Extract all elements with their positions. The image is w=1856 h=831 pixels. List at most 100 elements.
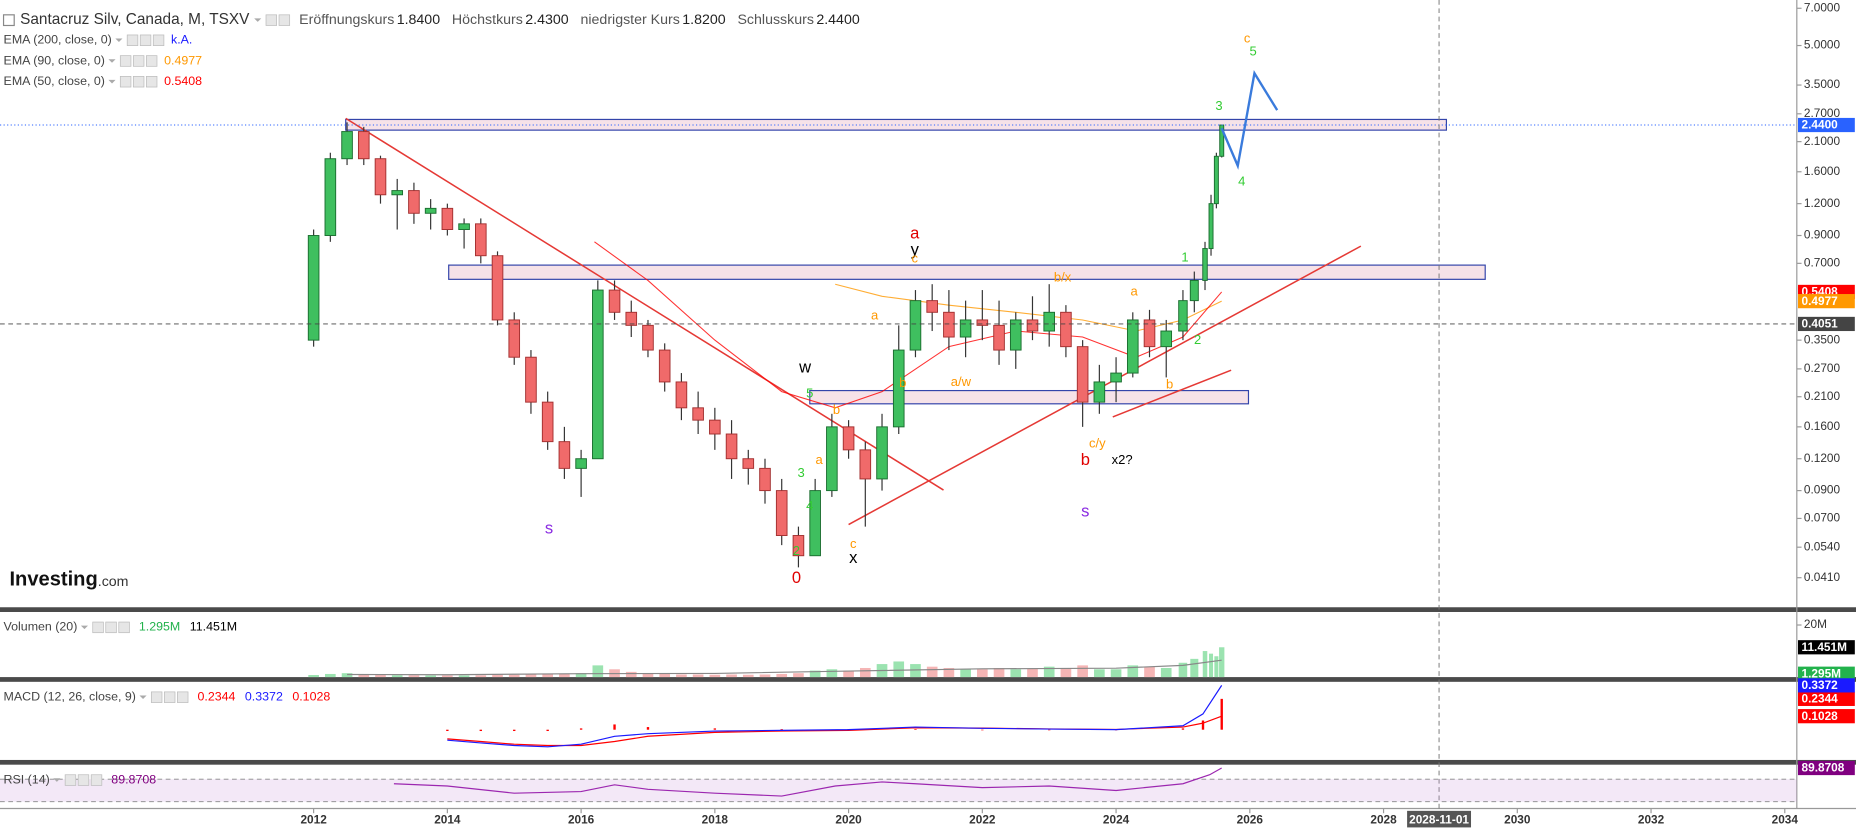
dropdown-caret: [108, 59, 116, 63]
axis-tag: [1798, 709, 1855, 724]
candle-body: [826, 426, 838, 492]
x-tick-label: 2012: [300, 812, 327, 826]
x-tick-label: 2032: [1638, 812, 1665, 826]
macd-histogram: [513, 729, 516, 732]
x-tick-label: 2030: [1504, 812, 1531, 826]
volume-bar: [1209, 653, 1214, 678]
toolbar-icon: [92, 621, 104, 634]
wave-label: c: [850, 536, 857, 551]
volume-bar: [542, 674, 553, 678]
volume-bar: [709, 674, 721, 678]
axis-tag-label: 1.295M: [1802, 666, 1842, 680]
toolbar-icon: [132, 55, 145, 67]
wave-label: a: [910, 224, 920, 243]
volume-bar: [475, 675, 487, 678]
volume-bar: [943, 667, 955, 678]
volume-bar: [325, 673, 336, 678]
y-tick-label: 7.0000: [1804, 0, 1841, 14]
volume-bar: [1094, 669, 1105, 678]
toolbar-icon: [118, 621, 130, 634]
y-tick-label: 0.0540: [1804, 539, 1841, 553]
candle-body: [959, 319, 972, 338]
header-field: Eröffnungskurs: [299, 12, 394, 28]
volume-bar: [442, 675, 453, 678]
panel-name: MACD (12, 26, close, 9): [4, 689, 136, 703]
toolbar-icon: [119, 76, 132, 88]
candle-body: [391, 190, 404, 196]
wave-label: 1: [1181, 249, 1188, 264]
dropdown-caret: [115, 38, 123, 43]
volume-bar: [793, 673, 804, 678]
price-axis: 7.0000 5.0000 3.5000 2.7000 2.1000 1.6000 1.20…: [300, 0, 1855, 828]
volume-bar: [492, 674, 503, 678]
candle-body: [1178, 300, 1188, 332]
volume-bar: [308, 675, 319, 678]
volume-bar: [893, 661, 905, 678]
indicator-name: EMA (90, close, 0): [4, 53, 105, 67]
y-tick-label: 0.1600: [1804, 419, 1841, 433]
volume-bar: [1160, 667, 1172, 678]
macd-histogram: [780, 729, 783, 730]
x-tick-label: 2022: [969, 812, 996, 826]
macd-histogram: [479, 729, 482, 732]
panel-readout: 89.8708: [111, 772, 156, 786]
toolbar-icon: [126, 34, 139, 46]
y-tick-label: 0.0900: [1804, 483, 1841, 497]
macd-histogram: [1181, 728, 1185, 730]
rsi-panel: [0, 767, 1797, 803]
candle-body: [1076, 346, 1089, 403]
y-tick-label: 0.0410: [1804, 570, 1841, 584]
toolbar-icon: [77, 774, 90, 786]
macd-line: [447, 685, 1223, 748]
volume-bar: [1010, 669, 1022, 678]
wave-label: c: [1244, 31, 1251, 46]
candle-body: [558, 441, 571, 469]
candle-body: [943, 311, 955, 338]
toolbar-icon: [105, 621, 117, 634]
indicator-value: 0.5408: [164, 74, 202, 88]
panel-readout: 0.2344: [197, 689, 235, 703]
candle-body: [1208, 203, 1214, 250]
x-tick-label: 2014: [434, 812, 461, 826]
axis-tag-label: 2.4400: [1802, 118, 1839, 132]
candle-body: [408, 190, 420, 214]
candle-body: [458, 223, 470, 230]
volume-bar: [375, 675, 386, 678]
wave-label: x: [849, 548, 858, 567]
wave-label: 4: [1238, 174, 1245, 189]
volume-bar: [659, 673, 671, 678]
volume-bar: [726, 674, 737, 678]
volume-bar: [1144, 666, 1155, 678]
axis-tag-label: 0.1028: [1802, 709, 1839, 723]
candle-body: [424, 207, 437, 214]
candle-body: [1126, 319, 1139, 374]
candle-body: [775, 490, 788, 536]
y-tick-label: 0.2100: [1804, 389, 1841, 403]
candle-body: [575, 458, 587, 469]
candle-body: [1060, 311, 1072, 348]
dropdown-caret: [254, 18, 262, 22]
volume-ma: [347, 659, 1222, 676]
wave-label: c/y: [1089, 435, 1106, 450]
wave-label: b: [899, 375, 906, 390]
axis-tag: [1798, 666, 1855, 681]
toolbar-icon: [177, 691, 189, 703]
y-tick-label: 1.6000: [1804, 164, 1841, 178]
axis-tag: [1798, 691, 1855, 706]
y-tick-label: 0.0700: [1804, 511, 1841, 525]
volume-bar: [692, 674, 704, 678]
axis-tag: [1798, 640, 1855, 655]
wave-label: a: [816, 452, 824, 467]
header-value: 2.4400: [816, 12, 860, 28]
axis-tag-label: 0.4977: [1802, 294, 1839, 308]
separator: [0, 607, 1856, 612]
candle-body: [642, 324, 654, 351]
volume-bar: [776, 673, 788, 678]
candle-body: [926, 300, 938, 313]
candle-body: [792, 535, 805, 557]
y-tick-label: 0.2700: [1804, 361, 1841, 375]
candle-body: [993, 324, 1005, 351]
candle-body: [909, 300, 922, 351]
toolbar-icon: [145, 55, 158, 67]
candle-body: [1026, 319, 1039, 332]
